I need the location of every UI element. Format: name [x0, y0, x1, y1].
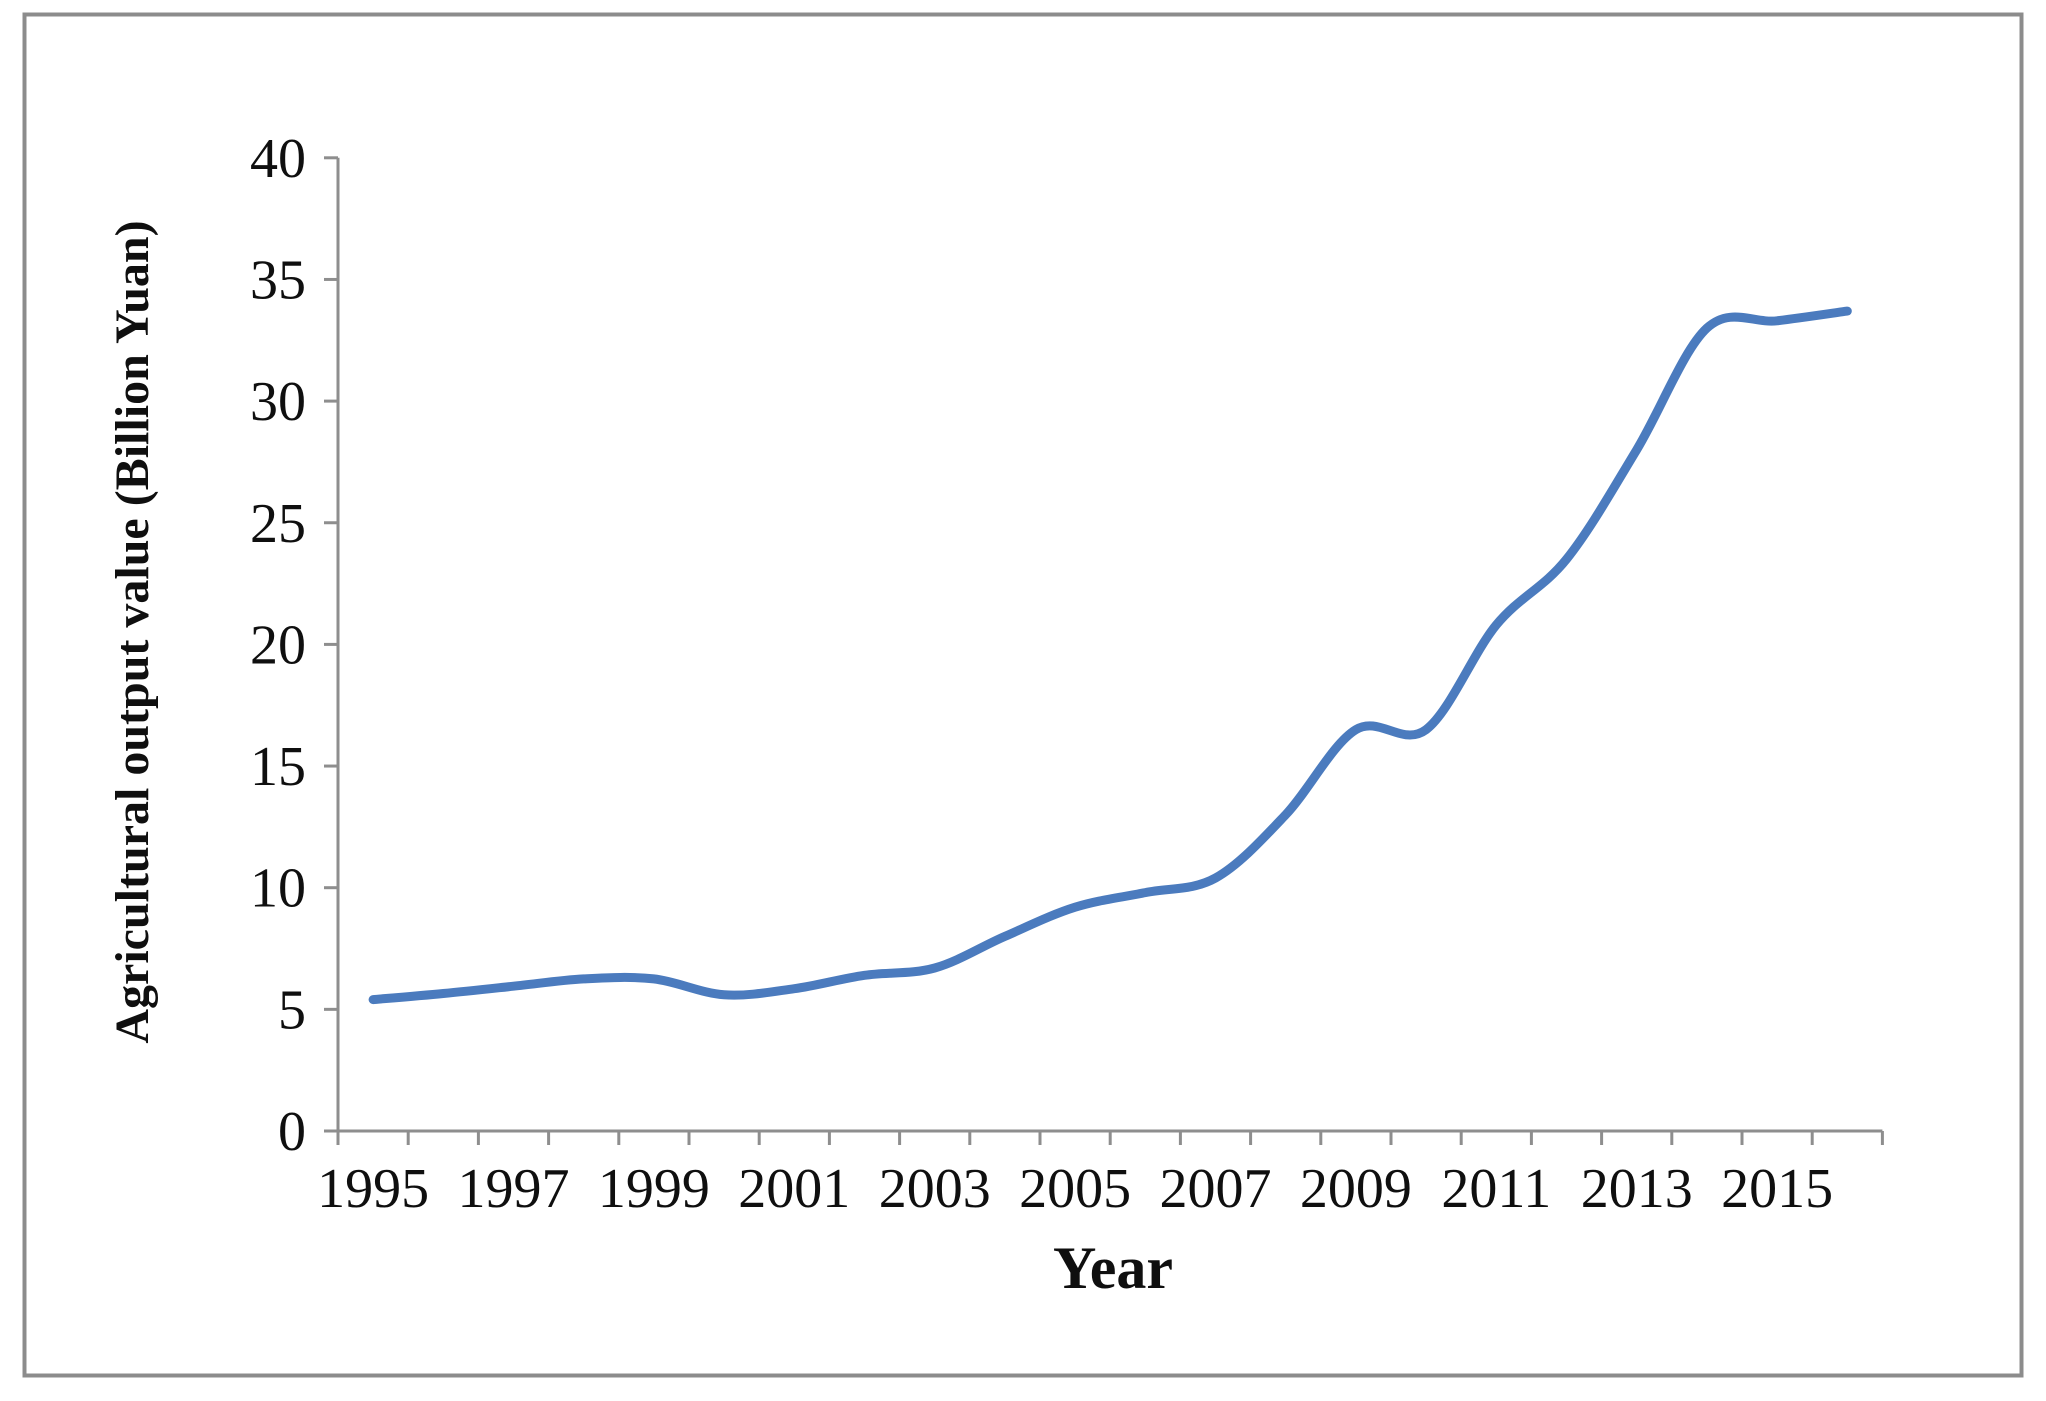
y-tick-label: 0	[278, 1101, 306, 1163]
y-tick-label: 20	[250, 614, 306, 676]
x-tick-label: 2009	[1300, 1158, 1412, 1220]
x-tick-label: 2013	[1581, 1158, 1693, 1220]
y-tick-label: 15	[250, 736, 306, 798]
y-tick-label: 35	[250, 249, 306, 311]
y-tick-label: 5	[278, 979, 306, 1041]
x-tick-label: 2001	[738, 1158, 850, 1220]
y-tick-label: 30	[250, 371, 306, 433]
figure-border	[22, 12, 2024, 1378]
data-series-line	[368, 306, 1852, 1005]
x-tick-label: 2011	[1441, 1158, 1551, 1220]
x-tick-label: 1999	[598, 1158, 710, 1220]
x-tick-label: 2005	[1019, 1158, 1131, 1220]
x-tick-label: 1995	[317, 1158, 429, 1220]
y-axis: 0 5 10 15 20 25 30 35 40	[250, 128, 340, 1163]
y-tick-label: 25	[250, 493, 306, 555]
x-tick-label: 1997	[458, 1158, 570, 1220]
x-axis: 1995 1997 1999 2001 2003 2005 2007 2009 2011 2013…	[317, 1129, 1884, 1220]
y-tick-label: 10	[250, 858, 306, 920]
x-tick-label: 2003	[879, 1158, 991, 1220]
y-axis-title: Agricultural output value (Billion Yuan)	[106, 220, 159, 1043]
x-axis-title: Year	[1053, 1235, 1173, 1301]
x-tick-label: 2015	[1721, 1158, 1833, 1220]
y-tick-label: 40	[250, 128, 306, 190]
x-tick-label: 2007	[1160, 1158, 1272, 1220]
